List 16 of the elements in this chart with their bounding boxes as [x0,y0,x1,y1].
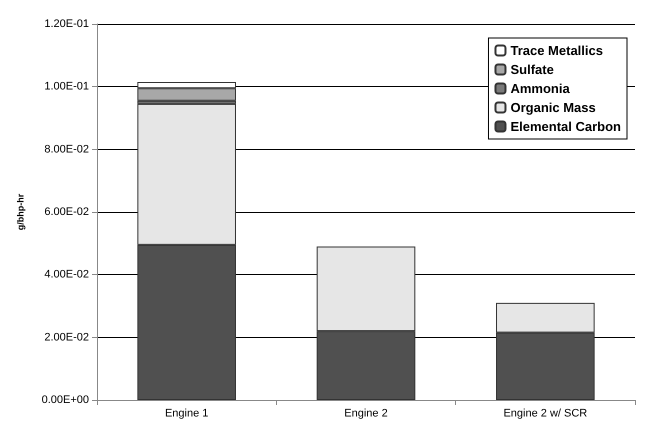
x-tick-label: Engine 1 [164,408,208,420]
x-tick-label: Engine 2 [344,408,388,420]
legend-label: Organic Mass [510,100,596,115]
legend-label: Ammonia [510,81,570,96]
y-tick-label: 0.00E+00 [42,394,89,406]
y-tick-label: 4.00E-02 [44,268,89,281]
y-tick-label: 8.00E-02 [44,143,89,156]
y-axis-title: g/bhp-hr [16,193,26,230]
x-tick-label: Engine 2 w/ SCR [503,408,588,420]
legend-label: Elemental Carbon [510,119,622,134]
legend-label: Trace Metallics [510,43,603,58]
legend-label: Sulfate [510,62,554,77]
y-tick-label: 6.00E-02 [44,206,89,218]
y-tick-label: 1.00E-01 [44,80,89,93]
y-tick-label: 1.20E-01 [44,18,89,30]
y-tick-label: 2.00E-02 [44,331,89,344]
